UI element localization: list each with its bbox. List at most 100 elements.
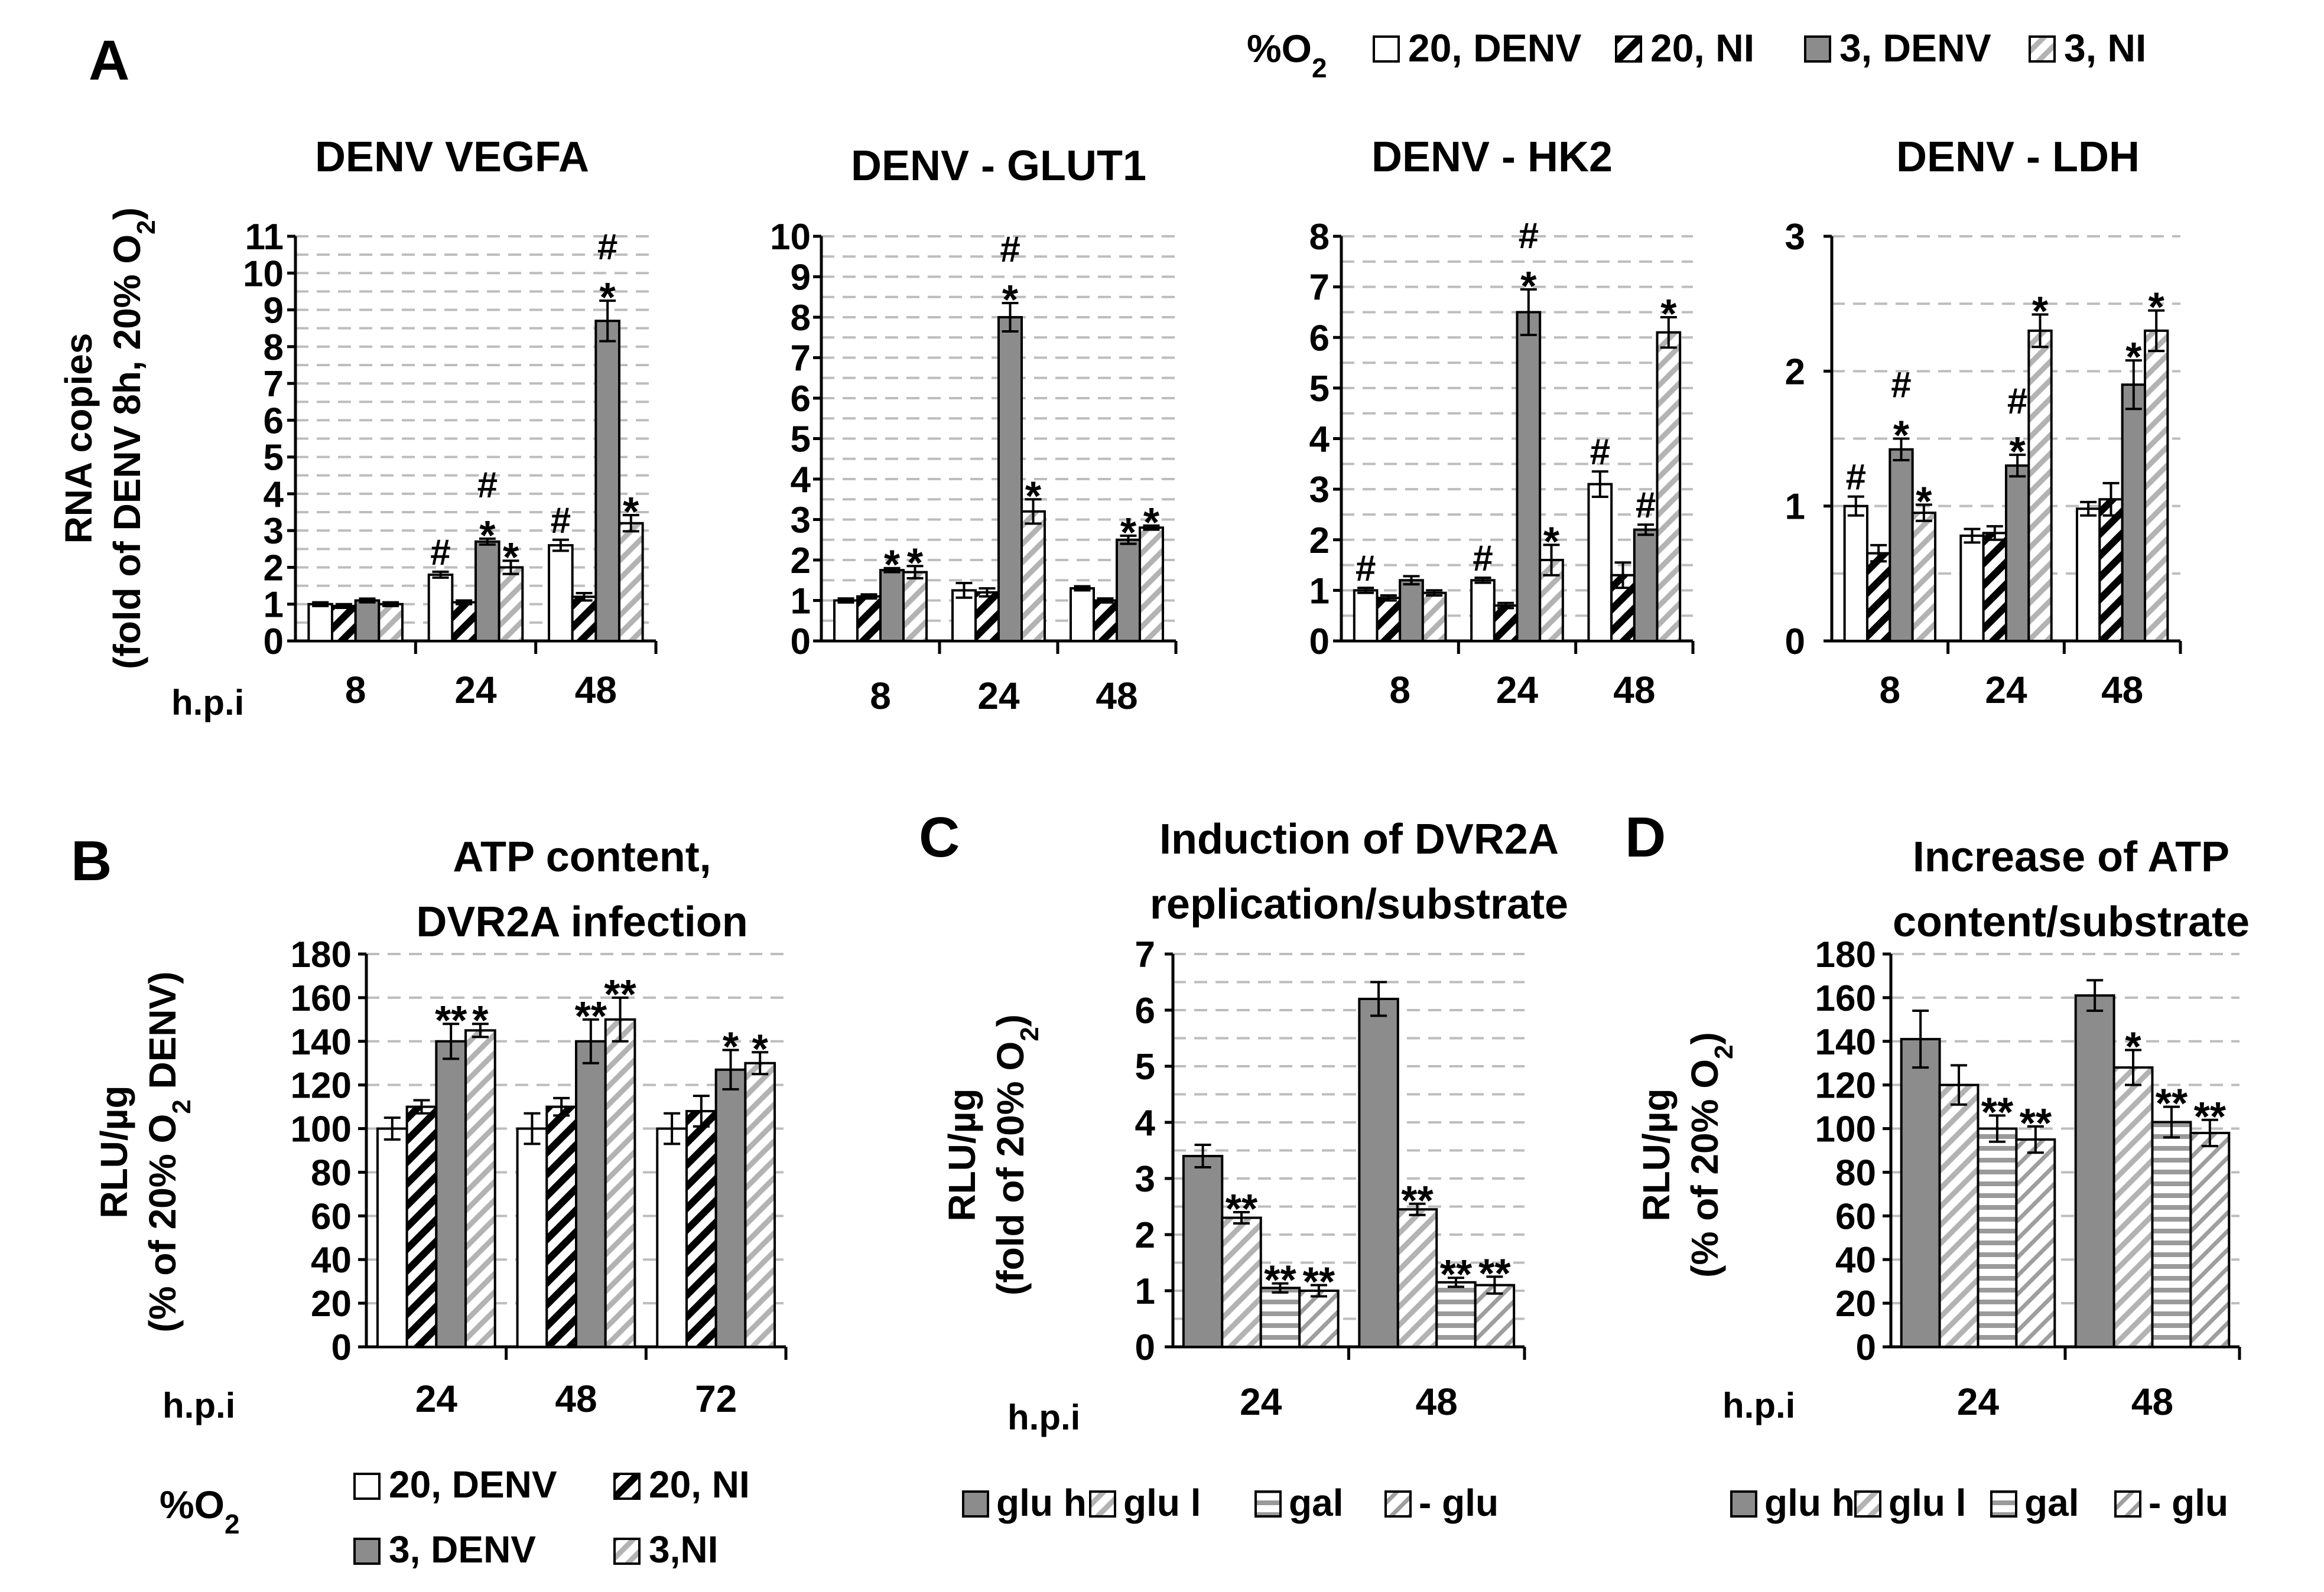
y-tick-label: 1 bbox=[264, 585, 284, 626]
bar bbox=[2074, 994, 2115, 1348]
chart-title: DENV VEGFA bbox=[315, 134, 589, 181]
x-tick-label: 24 bbox=[977, 675, 1020, 717]
legend-swatch bbox=[613, 1473, 641, 1500]
y-tick-label: 2 bbox=[264, 548, 284, 588]
bar bbox=[548, 544, 574, 642]
significance-mark: ** bbox=[1264, 1257, 1296, 1303]
significance-mark: # bbox=[597, 227, 617, 268]
bar bbox=[307, 603, 334, 643]
significance-mark: * bbox=[2125, 334, 2142, 380]
chart-title: Increase of ATP bbox=[1913, 834, 2229, 881]
legend-label: glu l bbox=[1889, 1482, 1967, 1524]
significance-mark: ** bbox=[604, 971, 636, 1017]
bar bbox=[856, 595, 882, 643]
significance-mark: * bbox=[472, 997, 489, 1043]
y-axis-label: RNA copies (fold of DENV 8h, 20% O2) bbox=[57, 207, 161, 669]
y-tick-label: 3 bbox=[1309, 470, 1330, 510]
chart-title: DVR2A infection bbox=[416, 898, 747, 946]
bar bbox=[997, 316, 1023, 642]
y-tick-label: 8 bbox=[791, 298, 811, 338]
significance-mark: ** bbox=[575, 993, 607, 1039]
x-tick-label: 48 bbox=[1416, 1381, 1458, 1423]
bar bbox=[879, 569, 905, 642]
bar bbox=[575, 1040, 607, 1349]
legend-label: 20, DENV bbox=[389, 1463, 557, 1506]
bar bbox=[1843, 504, 1868, 643]
legend-swatch bbox=[353, 1538, 381, 1565]
significance-mark: # bbox=[1636, 485, 1656, 526]
y-axis-label-line2: (fold of 20% O2) bbox=[989, 1014, 1044, 1295]
legend-label: 3, DENV bbox=[389, 1528, 536, 1571]
x-tick-label: 24 bbox=[1957, 1381, 2000, 1423]
gridlines bbox=[1891, 953, 2240, 1305]
significance-mark: ** bbox=[1226, 1186, 1258, 1232]
x-tick-label: 8 bbox=[870, 675, 891, 717]
significance-mark: ** bbox=[1303, 1259, 1335, 1305]
bar bbox=[376, 1127, 408, 1348]
x-tick-label: 24 bbox=[454, 669, 497, 711]
y-tick-label: 0 bbox=[1135, 1327, 1155, 1368]
y-tick-label: 120 bbox=[1815, 1066, 1876, 1106]
legend-swatch bbox=[353, 1473, 381, 1500]
legend-label: glu l bbox=[1123, 1482, 1201, 1524]
y-tick-label: 11 bbox=[245, 217, 284, 258]
x-tick-label: 48 bbox=[1613, 669, 1655, 711]
significance-mark: ** bbox=[435, 997, 467, 1043]
y-tick-label: 0 bbox=[1309, 621, 1330, 662]
y-tick-label: 3 bbox=[791, 500, 811, 541]
y-tick-label: 9 bbox=[791, 258, 811, 298]
significance-mark: # bbox=[1356, 548, 1376, 589]
y-tick-label: 160 bbox=[1815, 978, 1876, 1019]
y-axis-label: RLU/µg (fold of 20% O2) bbox=[941, 1014, 1044, 1295]
chart-title: DENV - LDH bbox=[1896, 134, 2140, 181]
bar bbox=[2144, 329, 2169, 642]
y-tick-label: 4 bbox=[264, 474, 284, 515]
legend-swatch bbox=[2029, 35, 2056, 63]
legends-layer: %O2 20, DENV 20, NI 3, DENV 3, NI %O2 20, DENV… bbox=[160, 26, 2228, 1571]
y-tick-label: 5 bbox=[1309, 369, 1330, 409]
y-tick-label: 6 bbox=[791, 379, 811, 419]
bar bbox=[1982, 532, 2007, 642]
significance-mark: * bbox=[1893, 412, 1910, 458]
bar bbox=[1470, 579, 1496, 642]
significance-mark: # bbox=[430, 532, 450, 573]
significance-mark: # bbox=[2007, 381, 2027, 422]
legend-label: gal bbox=[2024, 1482, 2079, 1524]
significance-mark: * bbox=[884, 542, 901, 588]
panel-letter-b: B bbox=[71, 829, 112, 893]
y-tick-label: 6 bbox=[264, 401, 284, 441]
y-tick-label: 7 bbox=[791, 338, 811, 379]
bar bbox=[1421, 591, 1447, 642]
significance-mark: * bbox=[723, 1024, 739, 1070]
significance-mark: # bbox=[551, 500, 571, 541]
legend-title: %O2 bbox=[160, 1483, 240, 1539]
significance-mark: * bbox=[623, 489, 639, 535]
significance-mark: ** bbox=[1478, 1250, 1511, 1296]
legend-swatch bbox=[2114, 1490, 2141, 1518]
y-tick-label: 20 bbox=[311, 1284, 352, 1324]
significance-mark: * bbox=[1025, 473, 1042, 519]
y-axis-label-line1: RLU/µg bbox=[941, 1088, 983, 1221]
bar bbox=[1093, 599, 1118, 642]
x-tick-label: 24 bbox=[1240, 1381, 1282, 1423]
y-tick-label: 8 bbox=[1309, 217, 1330, 258]
y-tick-label: 120 bbox=[291, 1066, 352, 1106]
bar bbox=[617, 522, 644, 643]
y-tick-label: 10 bbox=[770, 217, 811, 258]
y-tick-label: 5 bbox=[264, 438, 284, 478]
bar bbox=[464, 1029, 496, 1348]
bar bbox=[1610, 574, 1636, 642]
x-tick-label: 48 bbox=[1096, 675, 1137, 717]
bar bbox=[1865, 552, 1891, 642]
significance-mark: # bbox=[1000, 229, 1020, 270]
legend-swatch bbox=[1254, 1490, 1282, 1518]
y-tick-label: 4 bbox=[1135, 1103, 1156, 1144]
bar bbox=[427, 573, 454, 643]
legend-label: 20, NI bbox=[1650, 26, 1754, 70]
chart-b: ATP content,DVR2A infection0204060801001… bbox=[93, 834, 788, 1425]
x-tick-label: 48 bbox=[2101, 669, 2143, 711]
